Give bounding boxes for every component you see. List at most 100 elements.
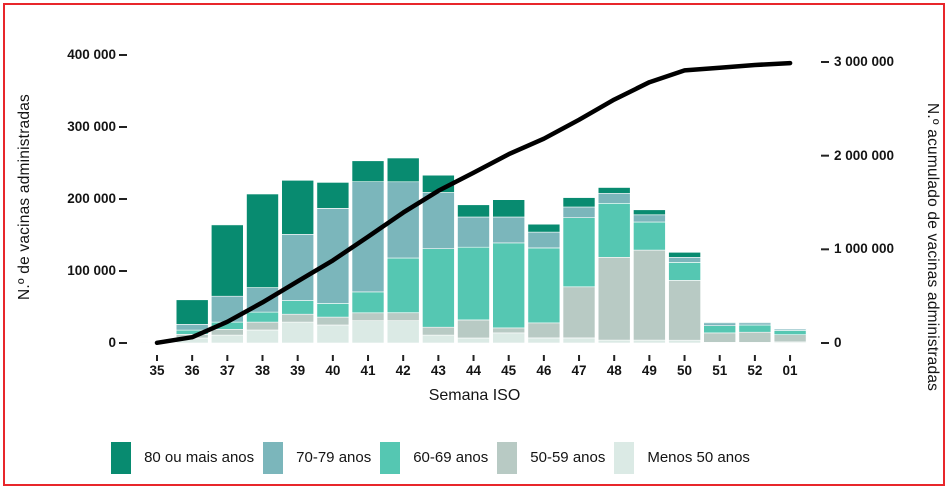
x-axis-week-label: 41 bbox=[360, 363, 376, 378]
bar-segment-week-40 bbox=[316, 208, 350, 304]
x-axis-week-label: 40 bbox=[325, 363, 341, 378]
x-axis-week-label: 47 bbox=[571, 363, 587, 378]
bar-segment-week-50 bbox=[668, 252, 701, 258]
right-axis-title: N.º acumulado de vacinas administradas bbox=[924, 102, 941, 392]
bar-segment-week-43 bbox=[422, 326, 455, 336]
bar-segment-week-47 bbox=[562, 217, 596, 288]
bar-segment-week-51 bbox=[703, 322, 737, 326]
bar-segment-week-50 bbox=[668, 339, 701, 344]
legend: 80 ou mais anos 70-79 anos 60-69 anos 50-59… bbox=[0, 442, 949, 474]
bar-segment-week-47 bbox=[562, 206, 596, 218]
plot-area bbox=[119, 54, 829, 361]
bar-segment-week-51 bbox=[703, 325, 737, 334]
x-axis-week-label: 45 bbox=[501, 363, 517, 378]
bar-segment-week-38 bbox=[246, 311, 279, 323]
bar-segment-week-40 bbox=[316, 303, 350, 318]
right-axis-tick-label: 0 bbox=[834, 335, 842, 350]
bar-segment-week-52 bbox=[738, 321, 772, 324]
bar-segment-week-44 bbox=[457, 319, 490, 339]
bar-segment-week-41 bbox=[351, 320, 385, 344]
bar-segment-week-52 bbox=[738, 331, 772, 343]
x-axis-week-label: 36 bbox=[184, 363, 200, 378]
x-axis-week-label: 43 bbox=[430, 363, 446, 378]
bar-segment-week-50 bbox=[668, 280, 701, 341]
bar-segment-week-49 bbox=[633, 214, 666, 223]
bar-segment-week-41 bbox=[351, 160, 385, 183]
bar-segment-week-48 bbox=[597, 339, 631, 344]
bar-segment-week-40 bbox=[316, 316, 350, 326]
bar-segment-week-38 bbox=[246, 321, 279, 331]
bar-segment-week-37 bbox=[211, 334, 244, 344]
bar-segment-week-45 bbox=[492, 332, 526, 344]
bar-segment-week-46 bbox=[527, 322, 561, 339]
bar-segment-week-49 bbox=[633, 339, 666, 344]
left-axis-tick-label: 200 000 bbox=[67, 191, 116, 206]
bar-segment-week-37 bbox=[211, 295, 244, 323]
bar-segment-week-52 bbox=[738, 322, 772, 326]
bar-segment-week-01 bbox=[773, 334, 807, 343]
bar-segment-week-49 bbox=[633, 249, 666, 341]
bar-segment-week-47 bbox=[562, 337, 596, 344]
x-axis-week-label: 35 bbox=[149, 363, 165, 378]
legend-swatch-icon bbox=[263, 442, 284, 474]
legend-item: Menos 50 anos bbox=[614, 442, 750, 474]
bar-segment-week-44 bbox=[457, 337, 490, 344]
x-axis-week-label: 01 bbox=[782, 363, 798, 378]
legend-swatch-icon bbox=[380, 442, 401, 474]
legend-swatch-icon bbox=[614, 442, 635, 474]
bar-segment-week-51 bbox=[703, 332, 737, 343]
bar-segment-week-39 bbox=[281, 321, 315, 344]
right-axis-tick-label: 1 000 000 bbox=[834, 241, 895, 257]
x-axis-week-label: 44 bbox=[466, 363, 482, 378]
legend-item: 60-69 anos bbox=[380, 442, 488, 474]
bar-segment-week-47 bbox=[562, 197, 596, 208]
left-axis-tick-label: 400 000 bbox=[67, 47, 116, 62]
bar-segment-week-47 bbox=[562, 286, 596, 339]
bar-segment-week-43 bbox=[422, 192, 455, 250]
bar-segment-week-43 bbox=[422, 334, 455, 344]
x-axis-week-label: 39 bbox=[290, 363, 306, 378]
bar-segment-week-49 bbox=[633, 209, 666, 216]
bar-segment-week-44 bbox=[457, 246, 490, 321]
left-axis-tick-label: 100 000 bbox=[67, 263, 116, 278]
left-axis-tick-label: 0 bbox=[108, 335, 116, 350]
bar-segment-week-40 bbox=[316, 324, 350, 344]
bar-segment-week-41 bbox=[351, 312, 385, 321]
x-axis-week-label: 50 bbox=[677, 363, 693, 378]
bar-segment-week-39 bbox=[281, 313, 315, 323]
bar-segment-week-45 bbox=[492, 199, 526, 218]
bar-segment-week-36 bbox=[175, 323, 209, 331]
bar-segment-week-48 bbox=[597, 203, 631, 258]
x-axis-title: Semana ISO bbox=[428, 387, 521, 404]
bar-segment-week-48 bbox=[597, 256, 631, 341]
bar-segment-week-36 bbox=[175, 299, 209, 325]
bar-segment-week-37 bbox=[211, 328, 244, 336]
x-axis-week-label: 37 bbox=[219, 363, 235, 378]
bar-segment-week-49 bbox=[633, 221, 666, 251]
bar-segment-week-46 bbox=[527, 231, 561, 249]
bar-segment-week-42 bbox=[386, 257, 420, 314]
bar-segment-week-40 bbox=[316, 182, 350, 209]
bar-segment-week-48 bbox=[597, 187, 631, 194]
legend-label: 50-59 anos bbox=[530, 449, 606, 466]
bar-segment-week-44 bbox=[457, 216, 490, 248]
bar-segment-week-43 bbox=[422, 248, 455, 328]
x-axis-week-label: 48 bbox=[606, 363, 622, 378]
bar-segment-week-51 bbox=[703, 321, 737, 324]
bar-segment-week-39 bbox=[281, 180, 315, 235]
bar-segment-week-44 bbox=[457, 204, 490, 218]
x-axis-week-label: 52 bbox=[747, 363, 763, 378]
bar-segment-week-50 bbox=[668, 262, 701, 281]
left-axis-tick-label: 300 000 bbox=[67, 119, 116, 134]
bar-segment-week-41 bbox=[351, 291, 385, 314]
cumulative-line bbox=[154, 60, 793, 346]
x-axis-week-label: 49 bbox=[641, 363, 657, 378]
bar-segment-week-46 bbox=[527, 247, 561, 324]
x-axis-week-label: 51 bbox=[712, 363, 728, 378]
bar-segment-week-52 bbox=[738, 324, 772, 333]
bar-segment-week-46 bbox=[527, 223, 561, 233]
bar-segment-week-38 bbox=[246, 329, 279, 344]
bar-segment-week-45 bbox=[492, 216, 526, 244]
bar-segment-week-39 bbox=[281, 300, 315, 315]
